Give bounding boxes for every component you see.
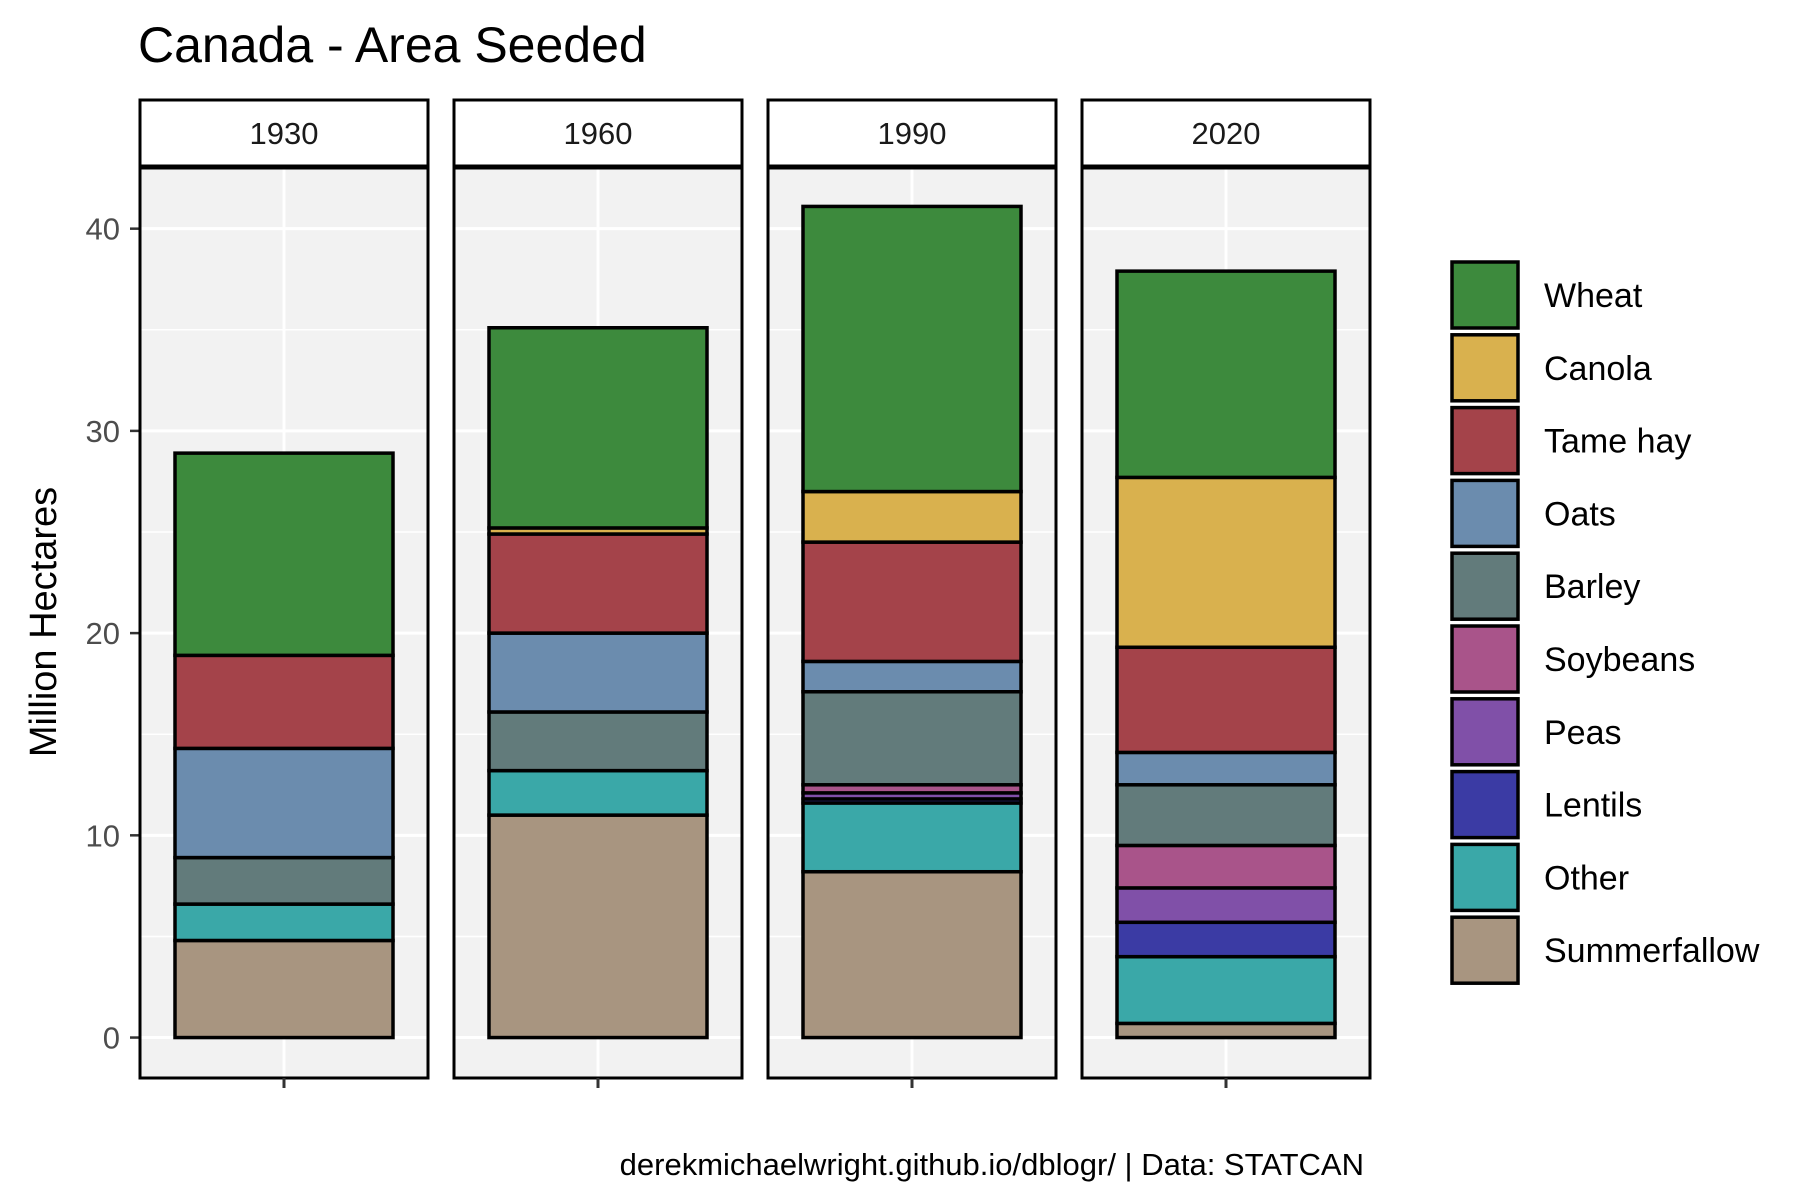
legend-label: Lentils — [1544, 787, 1642, 825]
facet-label: 2020 — [1192, 116, 1261, 151]
legend-label: Canola — [1544, 350, 1652, 388]
legend-label: Peas — [1544, 714, 1622, 752]
bar-segment-oats-1930 — [173, 746, 395, 860]
legend-label: Wheat — [1544, 277, 1643, 315]
y-tick-label: 30 — [86, 414, 120, 449]
facet-panel-1930: 1930 — [138, 98, 430, 1088]
bar-segment-tame-hay-2020 — [1115, 645, 1337, 755]
facet-label: 1930 — [250, 116, 319, 151]
legend-item-barley: Barley — [1450, 551, 1640, 621]
legend-item-soybeans: Soybeans — [1450, 624, 1695, 694]
caption: derekmichaelwright.github.io/dblogr/ | D… — [620, 1147, 1364, 1182]
facet-label: 1960 — [564, 116, 633, 151]
bar-segment-summerfallow-1990 — [801, 869, 1023, 1040]
legend-label: Oats — [1544, 495, 1616, 533]
legend-item-lentils: Lentils — [1450, 769, 1642, 840]
bar-segment-tame-hay-1930 — [173, 653, 395, 751]
bar-segment-barley-1960 — [487, 710, 709, 773]
bar-segment-barley-2020 — [1115, 783, 1337, 848]
legend: Wheat Canola Tame hay Oats Barley Soybeans Pea… — [1450, 260, 1760, 985]
legend-key-oats — [1450, 478, 1520, 549]
bar-segment-wheat-2020 — [1115, 269, 1337, 480]
legend-item-other: Other — [1450, 842, 1629, 913]
bar-segment-other-1930 — [173, 902, 395, 943]
bar-segment-wheat-1990 — [801, 204, 1023, 494]
bar-segment-wheat-1930 — [173, 451, 395, 658]
legend-key-barley — [1450, 551, 1520, 621]
facet-panels: 1930 1960 1990 2020 — [138, 98, 1372, 1088]
bar-segment-summerfallow-1930 — [173, 938, 395, 1040]
bar-segment-other-2020 — [1115, 954, 1337, 1026]
bar-segment-wheat-1960 — [487, 326, 709, 530]
facet-panel-2020: 2020 — [1080, 98, 1372, 1088]
legend-key-summerfallow — [1450, 915, 1520, 985]
legend-item-oats: Oats — [1450, 478, 1616, 549]
bar-segment-summerfallow-2020 — [1115, 1021, 1337, 1040]
legend-key-wheat — [1450, 260, 1520, 330]
bar-segment-other-1990 — [801, 801, 1023, 874]
legend-label: Soybeans — [1544, 641, 1695, 679]
bar-segment-canola-2020 — [1115, 475, 1337, 650]
bar-segment-tame-hay-1990 — [801, 540, 1023, 664]
legend-key-lentils — [1450, 769, 1520, 840]
y-tick-label: 20 — [86, 616, 120, 651]
bar-segment-barley-1990 — [801, 690, 1023, 787]
facet-strip — [766, 98, 1058, 168]
legend-item-canola: Canola — [1450, 333, 1652, 403]
legend-item-wheat: Wheat — [1450, 260, 1643, 330]
y-tick-label: 10 — [86, 818, 120, 853]
legend-label: Other — [1544, 859, 1629, 897]
facet-panel-1990: 1990 — [766, 98, 1058, 1088]
legend-key-tame-hay — [1450, 405, 1520, 476]
legend-item-peas: Peas — [1450, 697, 1622, 767]
legend-key-other — [1450, 842, 1520, 913]
facet-strip — [1080, 98, 1372, 168]
legend-item-tame-hay: Tame hay — [1450, 405, 1691, 476]
bar-segment-summerfallow-1960 — [487, 813, 709, 1040]
bar-segment-oats-1960 — [487, 631, 709, 714]
legend-label: Tame hay — [1544, 423, 1691, 461]
y-tick-label: 0 — [103, 1021, 120, 1056]
legend-label: Summerfallow — [1544, 932, 1760, 970]
bar-segment-canola-1990 — [801, 489, 1023, 544]
legend-item-summerfallow: Summerfallow — [1450, 915, 1760, 985]
facet-panel-1960: 1960 — [452, 98, 744, 1088]
y-tick-label: 40 — [86, 212, 120, 247]
bar-segment-peas-2020 — [1115, 886, 1337, 925]
bar-segment-other-1960 — [487, 768, 709, 817]
bar-segment-oats-1990 — [801, 659, 1023, 694]
y-axis: 0 10 20 30 40 — [86, 212, 140, 1056]
bar-segment-oats-2020 — [1115, 750, 1337, 787]
bar-segment-barley-1930 — [173, 855, 395, 906]
legend-key-soybeans — [1450, 624, 1520, 694]
legend-key-peas — [1450, 697, 1520, 767]
bar-segment-soybeans-2020 — [1115, 843, 1337, 890]
bar-segment-tame-hay-1960 — [487, 532, 709, 635]
facet-label: 1990 — [878, 116, 947, 151]
facet-strip — [452, 98, 744, 168]
chart-title: Canada - Area Seeded — [138, 17, 647, 73]
y-axis-title: Million Hectares — [23, 487, 65, 757]
bar-segment-lentils-2020 — [1115, 920, 1337, 959]
facet-strip — [138, 98, 430, 168]
legend-key-canola — [1450, 333, 1520, 403]
legend-label: Barley — [1544, 568, 1640, 606]
